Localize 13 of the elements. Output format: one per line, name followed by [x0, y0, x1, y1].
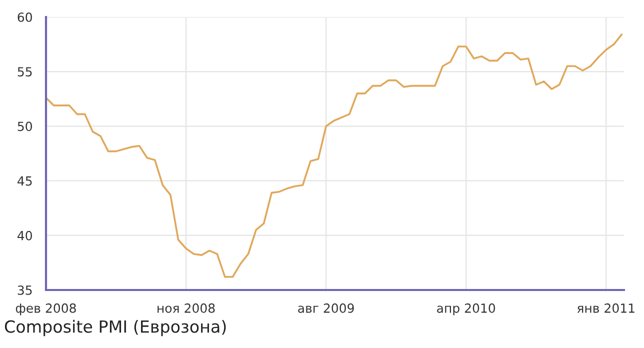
y-tick-label: 40: [18, 230, 32, 240]
y-tick-label: 35: [18, 285, 32, 295]
text: Composite PMI (Еврозона): [4, 320, 226, 336]
line-series: [46, 34, 623, 278]
y-tick-label: 55: [18, 67, 32, 77]
y-tick-label: 45: [18, 176, 32, 186]
x-tick-label: авг 2009: [298, 303, 354, 313]
x-tick-label: ноя 2008: [158, 303, 215, 313]
x-tick-label: фев 2008: [16, 303, 76, 316]
y-tick-label: 60: [18, 12, 32, 22]
x-tick-label: янв 2011: [577, 303, 634, 313]
x-tick-label: апр 2010: [437, 303, 496, 316]
y-tick-label: 50: [18, 122, 32, 132]
